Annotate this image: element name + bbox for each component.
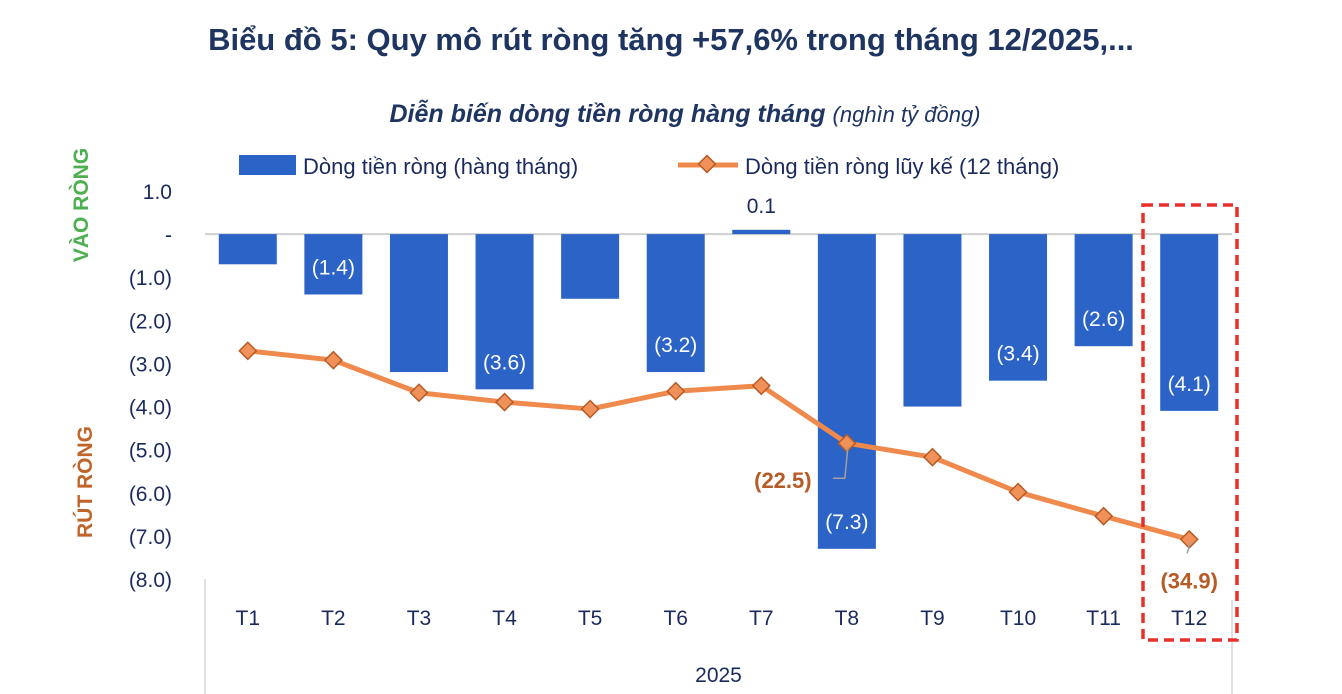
- legend-line-label: Dòng tiền ròng lũy kế (12 tháng): [745, 154, 1059, 179]
- bar-T12: [1160, 234, 1219, 411]
- chart-subtitle: Diễn biến dòng tiền ròng hàng tháng (ngh…: [0, 100, 1342, 129]
- chart-title: Biểu đồ 5: Quy mô rút ròng tăng +57,6% t…: [208, 22, 1134, 57]
- bar-T6: [646, 234, 705, 373]
- y-tick-label: (8.0): [129, 569, 172, 592]
- x-tick-label: T8: [835, 607, 860, 630]
- y-tick-label: (2.0): [129, 310, 172, 333]
- bar-label-T7: 0.1: [747, 195, 776, 218]
- cumulative-line: [247, 348, 1190, 542]
- x-tick-label: T10: [1000, 607, 1036, 630]
- bar-T8: [817, 234, 876, 549]
- x-tick-label: T7: [749, 607, 774, 630]
- x-tick-label: T3: [407, 607, 432, 630]
- y-tick-label: (1.0): [129, 267, 172, 290]
- y-label-negative: RÚT RÒNG: [73, 426, 97, 538]
- line-marker-T10: [1008, 482, 1028, 502]
- line-label-T8: (22.5): [754, 468, 811, 493]
- bar-T4: [475, 234, 534, 390]
- line-marker-T6: [666, 381, 686, 401]
- line-marker-T8: [837, 433, 857, 453]
- leader-line-T12: [1186, 542, 1191, 554]
- bar-label-T6: (3.2): [654, 334, 697, 357]
- line-marker-T12: [1179, 529, 1199, 549]
- bar-T7: [732, 229, 791, 235]
- y-tick-label: (5.0): [129, 440, 172, 463]
- bar-T9: [903, 234, 962, 407]
- bar-T3: [389, 234, 448, 373]
- y-tick-label: (3.0): [129, 353, 172, 376]
- subtitle-unit: (nghìn tỷ đồng): [832, 102, 981, 127]
- subtitle-main: Diễn biến dòng tiền ròng hàng tháng: [389, 100, 826, 128]
- line-marker-T4: [494, 392, 515, 412]
- leader-line-T8: [832, 447, 849, 479]
- bar-label-T4: (3.6): [483, 351, 526, 374]
- bar-T1: [218, 234, 277, 265]
- x-group-label: 2025: [695, 664, 742, 687]
- line-marker-T7: [751, 376, 771, 396]
- bar-T10: [989, 234, 1048, 381]
- legend-bar-swatch: [239, 155, 296, 175]
- bar-label-T12: (4.1): [1168, 373, 1211, 396]
- line-marker-T5: [580, 399, 600, 419]
- y-label-positive: VÀO RÒNG: [69, 148, 93, 262]
- bar-label-T2: (1.4): [312, 256, 355, 279]
- x-tick-label: T6: [663, 607, 688, 630]
- y-tick-label: -: [165, 224, 172, 247]
- bar-label-T8: (7.3): [825, 511, 868, 534]
- line-label-T12: (34.9): [1160, 568, 1217, 593]
- x-tick-label: T4: [492, 607, 517, 630]
- y-tick-label: (7.0): [129, 526, 172, 549]
- x-tick-label: T5: [578, 607, 603, 630]
- line-marker-T9: [922, 447, 943, 467]
- legend-line-marker: [697, 154, 717, 174]
- line-marker-T3: [409, 383, 429, 403]
- bar-label-T10: (3.4): [996, 343, 1039, 366]
- x-tick-label: T12: [1171, 607, 1207, 630]
- x-tick-label: T2: [321, 607, 346, 630]
- bar-T2: [304, 234, 363, 295]
- y-tick-label: (6.0): [129, 483, 172, 506]
- x-tick-label: T9: [920, 607, 945, 630]
- legend-bar-label: Dòng tiền ròng (hàng tháng): [303, 154, 578, 179]
- line-marker-T1: [238, 341, 258, 361]
- highlight-box-T12: [1141, 203, 1239, 642]
- line-marker-T2: [323, 350, 343, 370]
- y-tick-label: (4.0): [129, 397, 172, 420]
- bar-T5: [561, 234, 620, 299]
- line-marker-T11: [1094, 506, 1114, 526]
- x-tick-label: T1: [236, 607, 261, 630]
- y-tick-label: 1.0: [143, 181, 172, 204]
- bar-label-T11: (2.6): [1082, 308, 1125, 331]
- bar-T11: [1074, 234, 1133, 347]
- x-tick-label: T11: [1086, 607, 1121, 630]
